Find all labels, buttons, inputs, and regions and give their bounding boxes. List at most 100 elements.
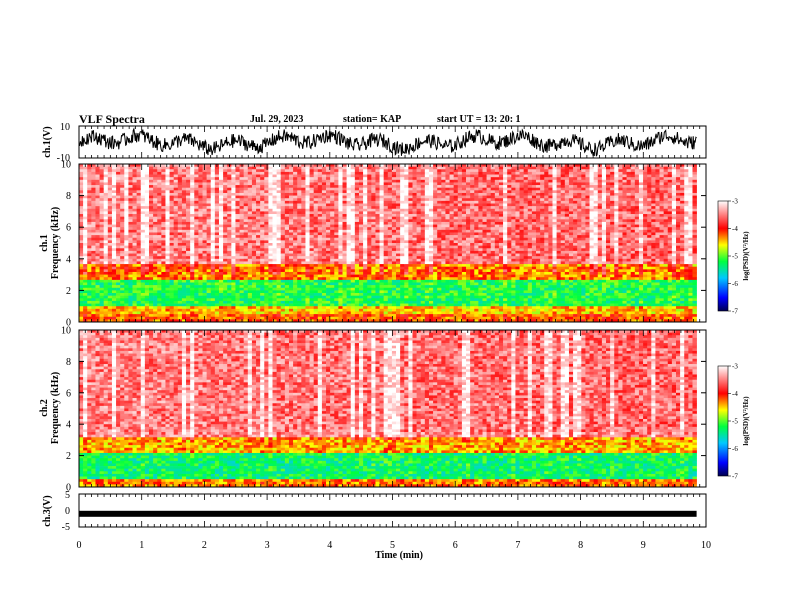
spectrogram-cell (260, 219, 265, 223)
spectrogram-cell (157, 285, 162, 289)
spectrogram-cell (103, 232, 109, 236)
spectrogram-cell (412, 227, 417, 231)
spectrogram-cell (91, 256, 96, 260)
spectrogram-cell (354, 211, 360, 215)
spectrogram-cell (416, 290, 422, 294)
spectrogram-cell (153, 240, 158, 244)
spectrogram-cell (391, 256, 397, 260)
spectrogram-cell (391, 308, 397, 312)
spectrogram-cell (383, 227, 389, 231)
spectrogram-cell (198, 227, 203, 231)
spectrogram-cell (202, 306, 207, 310)
spectrogram-cell (416, 190, 422, 194)
spectrogram-cell (177, 177, 183, 181)
spectrogram-cell (116, 174, 121, 178)
spectrogram-cell (132, 177, 137, 181)
spectrogram-cell (202, 245, 207, 249)
spectrogram-cell (338, 308, 343, 312)
spectrogram-cell (161, 314, 166, 318)
spectrogram-cell (412, 179, 417, 183)
spectrogram-cell (330, 287, 335, 291)
spectrogram-cell (144, 245, 150, 249)
spectrogram-cell (148, 306, 154, 310)
spectrogram-cell (103, 169, 109, 173)
spectrogram-cell (243, 185, 249, 188)
spectrogram-cell (305, 316, 310, 320)
spectrogram-cell (177, 203, 183, 207)
spectrogram-cell (165, 203, 170, 207)
spectrogram-cell (181, 311, 187, 315)
spectrogram-cell (317, 248, 323, 252)
spectrogram-cell (346, 243, 352, 246)
spectrogram-cell (363, 308, 368, 312)
spectrogram-cell (83, 237, 88, 241)
spectrogram-cell (396, 298, 401, 302)
spectrogram-cell (268, 208, 273, 212)
spectrogram-cell (210, 300, 216, 304)
spectrogram-cell (161, 216, 166, 220)
spectrogram-cell (272, 216, 277, 220)
spectrogram-cell (95, 166, 100, 170)
spectrogram-cell (235, 303, 240, 307)
spectrogram-cell (268, 227, 273, 231)
spectrogram-cell (140, 182, 146, 186)
spectrogram-cell (338, 169, 343, 173)
spectrogram-cell (214, 221, 220, 225)
spectrogram-cell (260, 195, 265, 199)
spectrogram-cell (412, 319, 417, 323)
spectrogram-cell (317, 258, 323, 262)
spectrogram-cell (297, 221, 302, 225)
spectrogram-cell (408, 303, 413, 307)
spectrogram-cell (120, 219, 125, 223)
spectrogram-cell (153, 295, 158, 299)
spectrogram-cell (326, 182, 331, 186)
spectrogram-cell (91, 266, 96, 270)
spectrogram-cell (169, 248, 174, 252)
spectrogram-cell (280, 219, 286, 223)
spectrogram-cell (379, 219, 384, 223)
spectrogram-cell (95, 258, 100, 262)
spectrogram-cell (379, 221, 384, 225)
spectrogram-cell (181, 243, 187, 246)
spectrogram-cell (330, 214, 335, 217)
spectrogram-cell (157, 298, 162, 302)
spectrogram-cell (326, 232, 331, 236)
spectrogram-cell (330, 282, 335, 286)
spectrogram-cell (309, 282, 314, 286)
spectrogram-cell (186, 258, 191, 262)
spectrogram-cell (116, 211, 121, 215)
spectrogram-cell (153, 190, 158, 194)
spectrogram-cell (181, 219, 187, 223)
spectrogram-cell (313, 214, 319, 217)
spectrogram-cell (144, 240, 150, 244)
spectrogram-cell (235, 248, 240, 252)
spectrogram-cell (260, 303, 265, 307)
spectrogram-cell (144, 185, 150, 188)
spectrogram-cell (136, 269, 142, 273)
spectrogram-cell (404, 229, 409, 233)
spectrogram-cell (396, 227, 401, 231)
spectrogram-cell (169, 235, 174, 239)
spectrogram-cell (190, 308, 195, 312)
spectrogram-cell (276, 319, 282, 323)
spectrogram-cell (321, 203, 327, 207)
spectrogram-cell (264, 269, 269, 273)
spectrogram-cell (91, 182, 96, 186)
spectrogram-cell (91, 269, 96, 273)
spectrogram-cell (338, 269, 343, 273)
spectrogram-cell (103, 198, 109, 202)
spectrogram-cell (99, 229, 105, 233)
spectrogram-cell (408, 261, 413, 265)
spectrogram-cell (87, 316, 92, 320)
spectrogram-cell (206, 211, 212, 215)
spectrogram-cell (218, 240, 224, 244)
spectrogram-cell (420, 164, 426, 167)
spectrogram-cell (383, 171, 389, 175)
spectrogram-cell (408, 195, 413, 199)
spectrogram-cell (396, 235, 401, 239)
spectrogram-cell (383, 293, 389, 296)
spectrogram-cell (400, 164, 405, 167)
spectrogram-cell (111, 285, 117, 289)
spectrogram-cell (177, 271, 183, 275)
spectrogram-cell (416, 319, 422, 323)
